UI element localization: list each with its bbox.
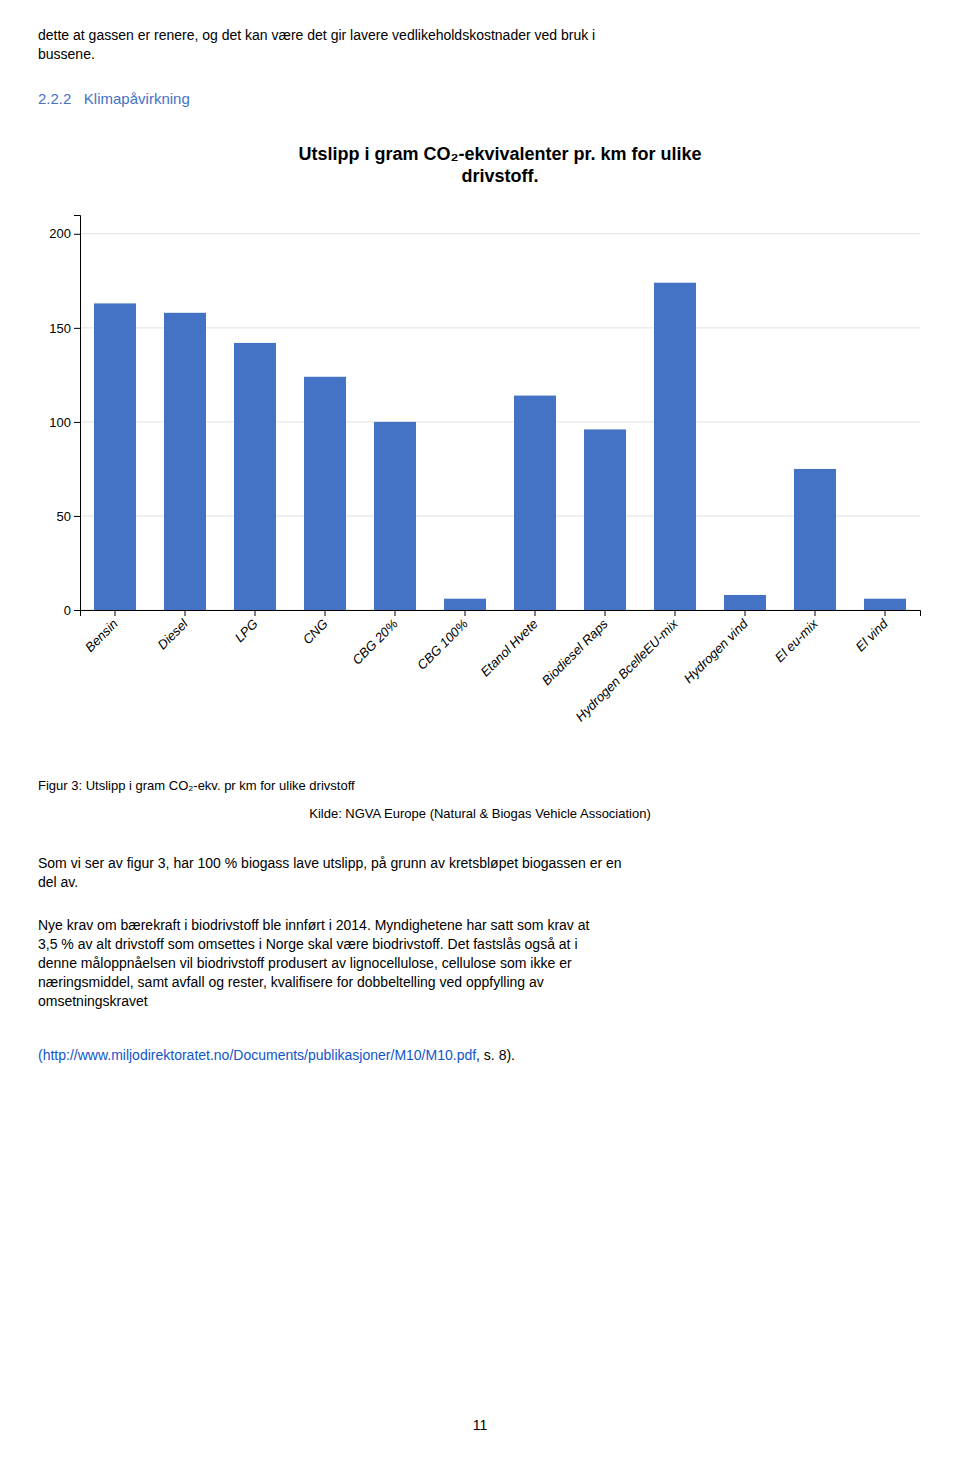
y-tick-mark xyxy=(74,422,80,423)
x-tick-label: CBG 100% xyxy=(414,616,471,673)
page-number: 11 xyxy=(473,1417,488,1433)
body-text: Som vi ser av figur 3, har 100 % biogass… xyxy=(38,855,622,890)
source: Kilde: NGVA Europe (Natural & Biogas Veh… xyxy=(309,806,651,821)
x-tick-label: Hydrogen BcelleEU-mix xyxy=(573,616,682,725)
x-tick-label: Hydrogen vind xyxy=(681,616,751,686)
body-text-line: Som vi ser av figur 3, har 100 % biogass… xyxy=(38,855,622,871)
bar xyxy=(94,303,136,610)
bar xyxy=(304,377,346,610)
y-tick: 200 xyxy=(49,226,80,241)
body-text-line: Nye krav om bærekraft i biodrivstoff ble… xyxy=(38,917,590,933)
x-tick-mark xyxy=(395,610,396,616)
x-tick-label: Bensin xyxy=(82,616,121,655)
bar xyxy=(164,313,206,610)
x-axis: Bensin Diesel LPG CNG CBG 20% CBG 100%Etanol … xyxy=(81,610,921,724)
body-text-line: del av. xyxy=(38,874,78,890)
x-tick: CNG xyxy=(300,610,331,647)
x-tick-label: CNG xyxy=(300,616,331,647)
chart-title-line: drivstoff. xyxy=(461,166,538,186)
source-line: Kilde: NGVA Europe (Natural & Biogas Veh… xyxy=(309,806,651,821)
bar xyxy=(374,422,416,610)
chart-title: Utslipp i gram CO₂-ekvivalenter pr. km f… xyxy=(298,144,701,186)
x-tick-label: El eu-mix xyxy=(772,616,821,665)
y-tick-label: 0 xyxy=(64,603,71,618)
x-tick-label: Diesel xyxy=(155,615,192,652)
y-tick-label: 200 xyxy=(49,226,71,241)
x-tick-label: LPG xyxy=(232,616,261,645)
y-axis-line xyxy=(74,216,81,611)
x-tick: Bensin xyxy=(82,610,121,655)
page-number-line: 11 xyxy=(473,1417,488,1433)
body-text-line: næringsmiddel, samt avfall og rester, kv… xyxy=(38,974,544,990)
bar xyxy=(794,469,836,610)
body-text-line: omsetningskravet xyxy=(38,993,148,1009)
bar xyxy=(654,283,696,610)
x-tick-mark xyxy=(325,610,326,616)
bar xyxy=(444,599,486,610)
body-text-line: 3,5 % av alt drivstoff som omsettes i No… xyxy=(38,936,578,952)
bars xyxy=(94,283,906,610)
body-text-line: denne måloppnåelsen vil biodrivstoff pro… xyxy=(38,955,572,971)
y-tick: 100 xyxy=(49,415,80,430)
x-axis-line xyxy=(81,611,921,617)
reference-end: , s. 8). xyxy=(476,1047,515,1063)
x-tick-label: El vind xyxy=(853,616,892,655)
x-tick: Biodiesel Raps xyxy=(539,610,611,688)
x-tick: CBG 100% xyxy=(414,610,471,673)
y-tick-label: 100 xyxy=(49,415,71,430)
x-tick-mark xyxy=(465,610,466,616)
grid-line xyxy=(80,233,920,234)
x-tick-label: Biodiesel Raps xyxy=(539,616,611,688)
y-tick-mark xyxy=(74,516,80,517)
x-tick-mark xyxy=(675,610,676,616)
bar xyxy=(514,396,556,610)
x-tick-mark xyxy=(535,610,536,616)
header-text-line: dette at gassen er renere, og det kan væ… xyxy=(38,27,595,43)
x-tick-mark xyxy=(115,610,116,616)
link: (http://www.miljodirektoratet.no/Documen… xyxy=(38,1047,476,1063)
y-axis: 0 50 100 150 200 xyxy=(49,216,80,618)
x-tick: Hydrogen vind xyxy=(681,610,751,686)
x-tick-mark xyxy=(745,610,746,616)
y-tick-mark xyxy=(74,610,80,611)
bar xyxy=(864,599,906,610)
x-tick: CBG 20% xyxy=(349,610,400,668)
x-tick: Hydrogen BcelleEU-mix xyxy=(573,610,682,724)
x-tick: Diesel xyxy=(155,610,192,652)
x-tick: El eu-mix xyxy=(772,610,821,665)
x-tick: LPG xyxy=(232,610,261,645)
x-tick-mark xyxy=(255,610,256,616)
reference: (http://www.miljodirektoratet.no/Documen… xyxy=(38,1047,515,1063)
x-tick-mark xyxy=(185,610,186,616)
x-tick: El vind xyxy=(853,610,892,654)
y-tick: 50 xyxy=(57,509,80,524)
section-heading-line: 2.2.2 Klimapåvirkning xyxy=(38,90,190,107)
caption: Figur 3: Utslipp i gram CO₂-ekv. pr km f… xyxy=(38,778,355,793)
page: dette at gassen er renere, og det kan væ… xyxy=(0,0,960,1466)
x-tick-label: Etanol Hvete xyxy=(477,616,540,679)
y-tick-label: 150 xyxy=(49,321,71,336)
section-heading: 2.2.2 Klimapåvirkning xyxy=(38,90,190,107)
caption-line: Figur 3: Utslipp i gram CO₂-ekv. pr km f… xyxy=(38,778,355,793)
y-tick-mark xyxy=(74,328,80,329)
y-tick-label: 50 xyxy=(57,509,71,524)
header-text-line: bussene. xyxy=(38,46,95,62)
y-tick: 0 xyxy=(64,603,80,618)
page-background xyxy=(0,0,960,1466)
body-text: Nye krav om bærekraft i biodrivstoff ble… xyxy=(38,917,590,1009)
x-tick-mark xyxy=(605,610,606,616)
bar xyxy=(234,343,276,610)
x-tick-mark xyxy=(885,610,886,616)
y-tick-mark xyxy=(74,234,80,235)
x-tick-mark xyxy=(815,610,816,616)
chart: 0 50 100 150 200 Bensin Diesel LPG CNG CBG 20% CBG… xyxy=(49,216,920,725)
x-tick: Etanol Hvete xyxy=(477,610,540,679)
bar xyxy=(724,595,766,610)
x-tick-label: CBG 20% xyxy=(349,616,400,667)
grid xyxy=(80,234,920,610)
bar xyxy=(584,429,626,610)
y-tick: 150 xyxy=(49,321,80,336)
chart-title-line: Utslipp i gram CO₂-ekvivalenter pr. km f… xyxy=(298,144,701,164)
header-text: dette at gassen er renere, og det kan væ… xyxy=(38,27,595,62)
